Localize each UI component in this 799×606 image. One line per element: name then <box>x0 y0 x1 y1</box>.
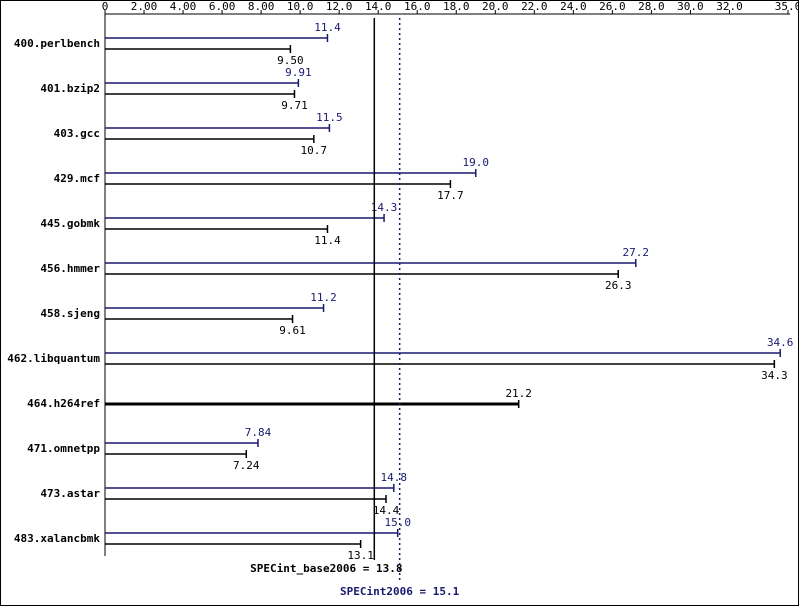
value-label: 11.5 <box>316 111 343 124</box>
category-label: 458.sjeng <box>40 307 100 320</box>
value-label: 21.2 <box>505 387 532 400</box>
value-label: 9.50 <box>277 54 304 67</box>
value-label: 13.1 <box>347 549 374 562</box>
value-label: 15.0 <box>384 516 411 529</box>
value-label: 19.0 <box>463 156 490 169</box>
category-label: 429.mcf <box>54 172 100 185</box>
category-label: 471.omnetpp <box>27 442 100 455</box>
value-label: 17.7 <box>437 189 464 202</box>
x-tick-label: 12.0 <box>326 0 353 13</box>
x-tick-label: 4.00 <box>170 0 197 13</box>
x-tick-label: 18.0 <box>443 0 470 13</box>
reference-label: SPECint_base2006 = 13.8 <box>250 562 402 575</box>
x-tick-label: 2.00 <box>131 0 158 13</box>
x-tick-label: 20.0 <box>482 0 509 13</box>
x-tick-label: 16.0 <box>404 0 431 13</box>
value-label: 27.2 <box>623 246 650 259</box>
value-label: 14.4 <box>373 504 400 517</box>
category-label: 462.libquantum <box>7 352 100 365</box>
x-tick-label: 32.0 <box>716 0 743 13</box>
value-label: 11.4 <box>314 21 341 34</box>
value-label: 9.71 <box>281 99 308 112</box>
reference-label: SPECint2006 = 15.1 <box>340 585 460 598</box>
x-tick-label: 30.0 <box>677 0 704 13</box>
value-label: 7.24 <box>233 459 260 472</box>
category-label: 401.bzip2 <box>40 82 100 95</box>
value-label: 9.61 <box>279 324 306 337</box>
value-label: 34.6 <box>767 336 794 349</box>
x-tick-label: 35.0 <box>775 0 799 13</box>
x-tick-label: 28.0 <box>638 0 665 13</box>
category-label: 456.hmmer <box>40 262 100 275</box>
category-label: 403.gcc <box>54 127 100 140</box>
x-tick-label: 6.00 <box>209 0 236 13</box>
x-tick-label: 8.00 <box>248 0 275 13</box>
value-label: 10.7 <box>301 144 328 157</box>
value-label: 34.3 <box>761 369 788 382</box>
value-label: 26.3 <box>605 279 632 292</box>
x-tick-label: 14.0 <box>365 0 392 13</box>
x-tick-label: 26.0 <box>599 0 626 13</box>
value-label: 7.84 <box>245 426 272 439</box>
category-label: 483.xalancbmk <box>14 532 100 545</box>
value-label: 11.4 <box>314 234 341 247</box>
x-tick-label: 10.0 <box>287 0 314 13</box>
value-label: 14.8 <box>381 471 408 484</box>
value-label: 14.3 <box>371 201 398 214</box>
category-label: 464.h264ref <box>27 397 100 410</box>
category-label: 473.astar <box>40 487 100 500</box>
value-label: 11.2 <box>310 291 337 304</box>
x-tick-label: 24.0 <box>560 0 587 13</box>
category-label: 400.perlbench <box>14 37 100 50</box>
value-label: 9.91 <box>285 66 312 79</box>
category-label: 445.gobmk <box>40 217 100 230</box>
x-tick-label: 0 <box>102 0 109 13</box>
x-tick-label: 22.0 <box>521 0 548 13</box>
